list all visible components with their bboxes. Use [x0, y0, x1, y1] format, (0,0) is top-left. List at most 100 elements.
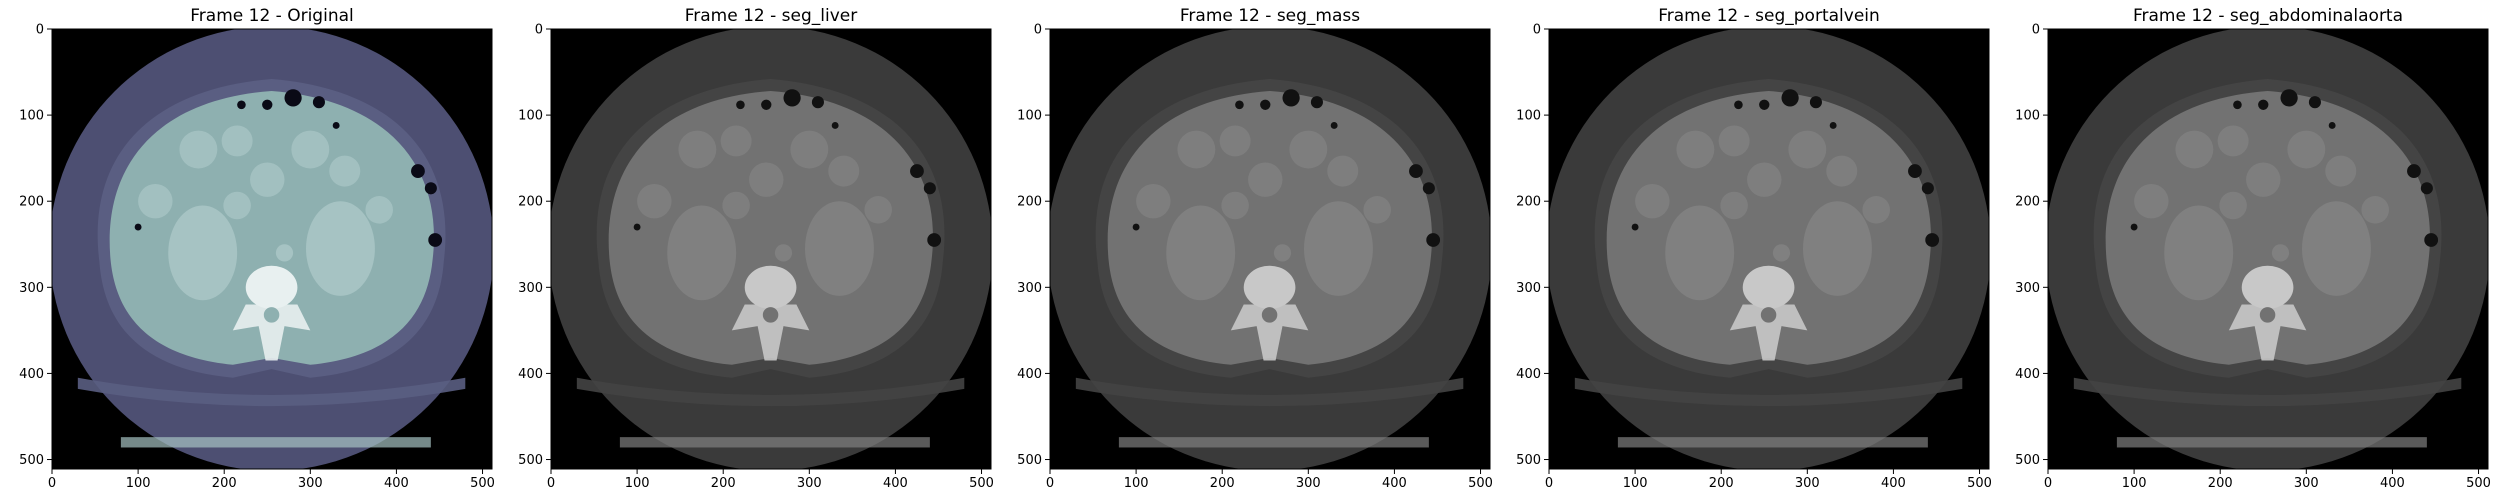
left-kidney — [1304, 201, 1373, 296]
bowel-loop — [1219, 125, 1251, 157]
gas-bubble — [2280, 89, 2298, 107]
bowel-loop — [1221, 191, 1249, 220]
bowel-loop — [2217, 125, 2249, 157]
ct-image — [2048, 29, 2488, 469]
bowel-loop — [1788, 130, 1827, 169]
bowel-loop — [1177, 130, 1216, 169]
table-bar — [619, 437, 930, 448]
y-tick-label: 200 — [1017, 195, 1042, 210]
x-tick-label: 200 — [711, 476, 736, 491]
spinal-canal — [762, 307, 779, 323]
y-tick-label: 100 — [2015, 109, 2040, 124]
bowel-loop — [223, 191, 251, 220]
gas-bubble — [1921, 182, 1934, 195]
gas-bubble — [1734, 100, 1743, 110]
bowel-loop — [1136, 183, 1171, 219]
y-tick-label: 500 — [518, 453, 543, 468]
bowel-loop — [2175, 130, 2214, 169]
x-tick-label: 300 — [2294, 476, 2319, 491]
axes-frame — [1049, 28, 1491, 470]
y-tick-label: 0 — [36, 23, 44, 38]
vertebral-arch — [232, 304, 311, 361]
y-tick-label: 100 — [518, 109, 543, 124]
x-tick-label: 200 — [1210, 476, 1235, 491]
vertebral-arch — [1230, 304, 1309, 361]
x-tick-label: 200 — [212, 476, 237, 491]
y-tick-label: 500 — [1516, 453, 1541, 468]
gas-bubble — [284, 89, 302, 107]
gas-bubble — [2308, 96, 2321, 109]
vertebral-arch — [1729, 304, 1808, 361]
y-tick-label: 400 — [1516, 367, 1541, 382]
y-tick-label: 400 — [19, 367, 44, 382]
y-tick-label: 200 — [19, 195, 44, 210]
aorta — [2271, 244, 2290, 262]
x-tick-label: 300 — [1795, 476, 1820, 491]
gas-bubble — [1132, 223, 1140, 231]
y-tick-label: 500 — [2015, 453, 2040, 468]
x-tick-label: 100 — [126, 476, 151, 491]
gas-bubble — [1330, 121, 1338, 129]
left-kidney — [1803, 201, 1872, 296]
bowel-loop — [1720, 191, 1748, 220]
vertebral-body — [744, 265, 797, 309]
panel-title: Frame 12 - Original — [190, 6, 353, 26]
x-tick-label: 300 — [298, 476, 323, 491]
x-tick-label: 100 — [1623, 476, 1648, 491]
gas-bubble — [1409, 164, 1423, 178]
x-tick-label: 200 — [2208, 476, 2233, 491]
panel-title: Frame 12 - seg_portalvein — [1658, 6, 1880, 26]
panel-title: Frame 12 - seg_abdominalaorta — [2133, 6, 2403, 26]
gas-bubble — [1908, 164, 1922, 178]
y-tick-label: 400 — [1017, 367, 1042, 382]
x-tick-label: 0 — [48, 476, 56, 491]
bowel-loop — [291, 130, 330, 169]
bowel-loop — [179, 130, 218, 169]
bowel-loop — [221, 125, 253, 157]
x-tick-label: 300 — [1296, 476, 1321, 491]
bowel-loop — [1635, 183, 1670, 219]
gas-bubble — [2130, 223, 2138, 231]
bowel-loop — [329, 155, 361, 187]
right-kidney — [1665, 205, 1735, 301]
patient-table — [77, 377, 466, 407]
gas-bubble — [2258, 99, 2269, 110]
y-tick-label: 300 — [2015, 281, 2040, 296]
patient-table — [1574, 377, 1963, 407]
gas-bubble — [1925, 233, 1940, 247]
gas-bubble — [428, 233, 443, 247]
gas-bubble — [1426, 233, 1441, 247]
table-bar — [120, 437, 431, 448]
image-panel-3: Frame 12 - seg_mass 0 100 200 300 400 500 0 100 2… — [1017, 6, 1493, 491]
bowel-loop — [1248, 162, 1283, 197]
x-tick-label: 400 — [1382, 476, 1407, 491]
gas-bubble — [332, 121, 340, 129]
gas-bubble — [761, 99, 772, 110]
gas-bubble — [2420, 182, 2433, 195]
gas-bubble — [424, 182, 437, 195]
vertebral-arch — [2228, 304, 2307, 361]
bowel-loop — [678, 130, 717, 169]
y-tick-label: 300 — [518, 281, 543, 296]
x-tick-label: 200 — [1709, 476, 1734, 491]
y-tick-label: 200 — [2015, 195, 2040, 210]
y-tick-label: 100 — [1017, 109, 1042, 124]
image-panel-5: Frame 12 - seg_abdominalaorta 0 100 200 300 4… — [2015, 6, 2491, 491]
y-tick-label: 500 — [1017, 453, 1042, 468]
aorta — [774, 244, 793, 262]
axes-frame — [51, 28, 493, 470]
y-tick-label: 0 — [535, 23, 543, 38]
gas-bubble — [1235, 100, 1244, 110]
bowel-loop — [1289, 130, 1328, 169]
gas-bubble — [2328, 121, 2336, 129]
gas-bubble — [411, 164, 425, 178]
gas-bubble — [2407, 164, 2421, 178]
y-tick-label: 100 — [1516, 109, 1541, 124]
x-tick-label: 100 — [2122, 476, 2147, 491]
aorta — [1772, 244, 1791, 262]
x-tick-label: 0 — [2044, 476, 2052, 491]
bowel-loop — [828, 155, 860, 187]
gas-bubble — [831, 121, 839, 129]
spinal-canal — [263, 307, 280, 323]
